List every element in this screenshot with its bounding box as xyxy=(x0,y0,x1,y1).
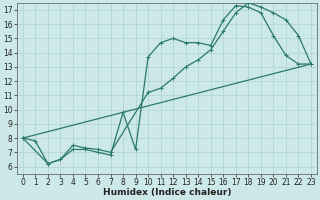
X-axis label: Humidex (Indice chaleur): Humidex (Indice chaleur) xyxy=(103,188,231,197)
